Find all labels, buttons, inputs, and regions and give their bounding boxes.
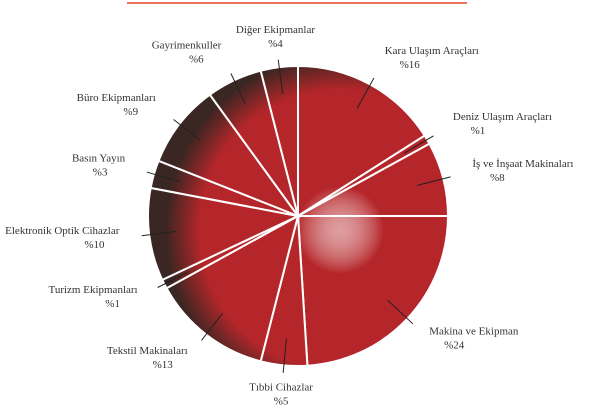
chart: Kara Ulaşım Araçları %16 Deniz Ulaşım Araç…	[0, 0, 595, 408]
slice-label: Kara Ulaşım Araçları	[385, 45, 479, 57]
slice-value: %5	[274, 396, 289, 408]
slice-value: %10	[84, 239, 105, 251]
slice-value: %8	[490, 172, 505, 184]
slice-value: %13	[153, 359, 174, 371]
slice-value: %3	[93, 166, 108, 178]
pie-slice	[298, 216, 448, 366]
slice-value: %1	[471, 125, 486, 137]
slice-label: Deniz Ulaşım Araçları	[453, 111, 552, 123]
slice-value: %6	[189, 54, 204, 66]
slice-label: Diğer Ekipmanlar	[236, 24, 315, 36]
slice-label: Elektronik Optik Cihazlar	[5, 225, 120, 237]
slice-label: Tekstil Makinaları	[107, 345, 188, 357]
slice-label: Büro Ekipmanları	[77, 92, 156, 104]
slice-value: %16	[400, 59, 421, 71]
slice-value: %24	[444, 340, 465, 352]
slice-label: Tıbbi Cihazlar	[249, 382, 313, 394]
slice-label: İş ve İnşaat Makinaları	[472, 158, 573, 170]
slice-label: Turizm Ekipmanları	[48, 284, 137, 296]
slice-value: %4	[268, 38, 283, 50]
slice-label: Gayrimenkuller	[152, 40, 222, 52]
slice-label: Makina ve Ekipman	[429, 326, 519, 338]
slice-value: %1	[105, 298, 120, 310]
slice-label: Basın Yayın	[72, 152, 126, 164]
slice-value: %9	[123, 106, 138, 118]
